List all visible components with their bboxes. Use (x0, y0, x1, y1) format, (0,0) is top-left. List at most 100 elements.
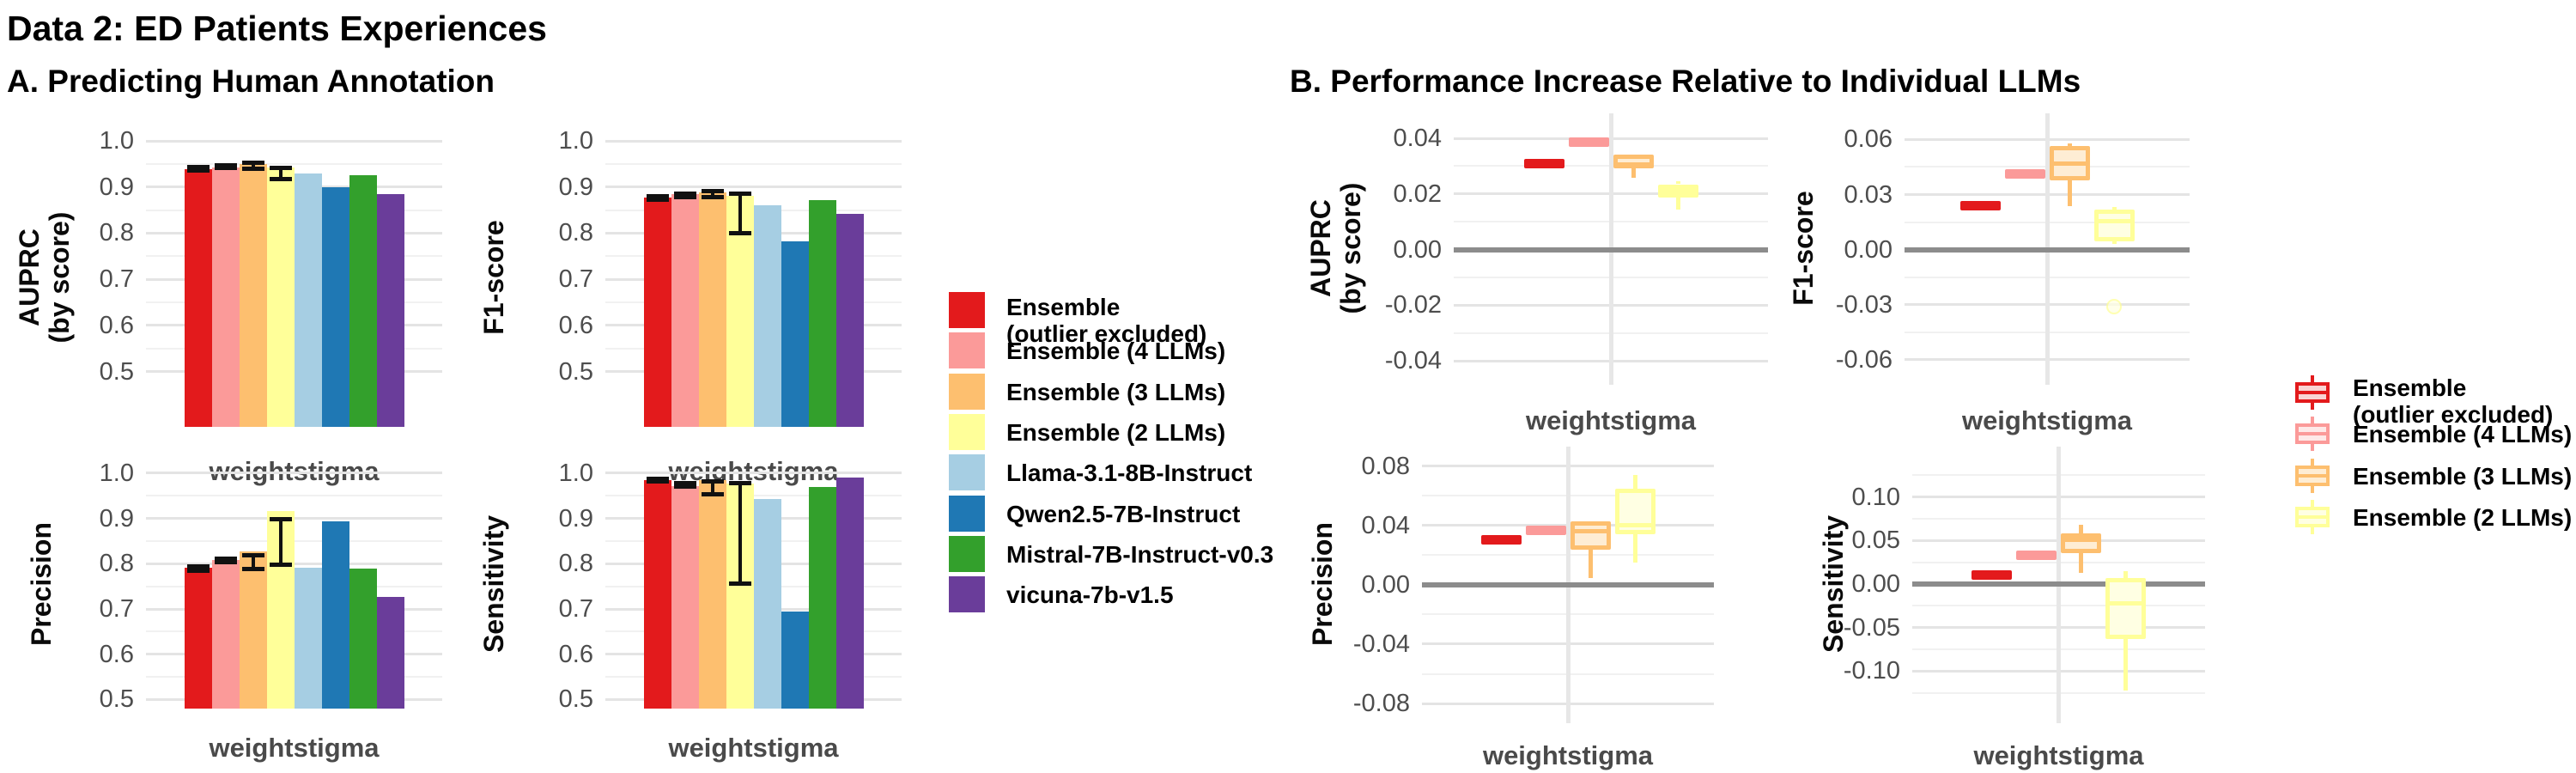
legend-b-glyph-whisker-bottom (2311, 486, 2314, 493)
box-collapsed (1523, 158, 1564, 168)
y-tick-label: 0.00 (1851, 570, 1900, 598)
legend-a-label: Mistral-7B-Instruct-v0.3 (1006, 540, 1274, 568)
bar (321, 520, 349, 709)
minor-gridline (1422, 554, 1714, 557)
y-tick-label: 0.10 (1851, 483, 1900, 511)
y-tick-label: -0.10 (1843, 657, 1900, 685)
error-bar-cap-top (186, 564, 210, 569)
bar (211, 167, 240, 427)
error-bar-cap-top (214, 162, 237, 167)
legend-b-label: Ensemble (4 LLMs) (2353, 421, 2573, 447)
box-collapsed (1480, 535, 1522, 545)
whisker-low (2079, 552, 2083, 573)
error-bar-cap-bottom (701, 492, 724, 497)
legend-a-label: Ensemble (3 LLMs) (1006, 378, 1226, 405)
whisker-high (1632, 475, 1637, 489)
legend-b-label: Ensemble (outlier excluded) (2353, 374, 2554, 429)
box-collapsed (1971, 570, 2012, 581)
bar (753, 498, 781, 709)
category-gridline (2044, 113, 2050, 385)
bar (698, 480, 726, 709)
bar (294, 568, 322, 709)
major-gridline (1422, 702, 1714, 705)
bar (671, 194, 699, 427)
box-median-line (1618, 523, 1652, 528)
y-tick-label: 0.03 (1844, 180, 1893, 209)
error-bar-line (223, 558, 228, 563)
legend-b-glyph-whisker-bottom (2311, 444, 2314, 451)
whisker-low (1588, 550, 1593, 578)
y-tick-label: 0.04 (1361, 511, 1410, 539)
zero-line (1422, 581, 1714, 587)
error-bar-line (196, 167, 200, 171)
y-tick-label: 0.7 (99, 265, 134, 294)
legend-b-glyph-median (2299, 432, 2326, 435)
x-axis-category-label: weightstigma (668, 456, 839, 486)
outlier-point (2106, 298, 2122, 314)
minor-gridline (605, 495, 902, 497)
legend-a-key-swatch (949, 332, 985, 369)
box-median-line (2064, 537, 2098, 542)
legend-b-glyph-median (2299, 515, 2326, 519)
bar (239, 164, 267, 427)
major-gridline (146, 139, 442, 143)
error-bar-line (278, 519, 283, 565)
legend-a-key-swatch (949, 292, 985, 328)
error-bar-cap-bottom (269, 177, 292, 182)
y-tick-label: 1.0 (558, 127, 593, 155)
error-bar-cap-top (269, 165, 292, 170)
box (2061, 533, 2101, 553)
bar (239, 551, 267, 709)
bar (698, 192, 726, 427)
legend-b-glyph-whisker-bottom (2311, 403, 2314, 410)
error-bar-cap-top (214, 556, 237, 561)
y-tick-label: 0.04 (1393, 125, 1442, 153)
x-axis-category-label: weightstigma (1961, 405, 2133, 435)
bar (643, 480, 671, 709)
y-tick-label: 1.0 (558, 459, 593, 487)
box-collapsed (2016, 550, 2057, 560)
error-bar-cap-bottom (214, 165, 237, 170)
minor-gridline (605, 255, 902, 258)
y-tick-label: -0.03 (1835, 290, 1893, 319)
category-gridline (1608, 113, 1613, 385)
box-median-line (1573, 528, 1607, 533)
error-bar-cap-top (673, 191, 696, 196)
box-median-line (2097, 218, 2131, 223)
minor-gridline (605, 162, 902, 165)
minor-gridline (1422, 613, 1714, 616)
whisker-high (2067, 143, 2072, 146)
error-bar-line (655, 196, 659, 200)
error-bar-line (278, 167, 283, 180)
y-tick-label: 0.00 (1844, 235, 1893, 264)
legend-a-key-swatch (949, 535, 985, 572)
y-axis-title: F1-score (477, 219, 509, 335)
bar (643, 197, 671, 427)
panel-a-title: A. Predicting Human Annotation (7, 64, 495, 99)
y-tick-label: 0.7 (99, 595, 134, 623)
major-gridline (1905, 303, 2190, 307)
major-gridline (1422, 642, 1714, 646)
bar (808, 487, 836, 709)
bar (211, 560, 240, 709)
y-tick-label: -0.04 (1384, 347, 1442, 375)
x-axis-category-label: weightstigma (209, 733, 380, 763)
y-tick-label: -0.06 (1835, 345, 1893, 374)
x-axis-category-label: weightstigma (209, 456, 380, 486)
whisker-low (2123, 638, 2128, 691)
error-bar-line (710, 191, 714, 198)
bar (294, 173, 322, 427)
minor-gridline (605, 630, 902, 633)
whisker-low (1631, 167, 1636, 179)
y-tick-label: 0.6 (558, 640, 593, 668)
bar (184, 169, 212, 427)
box (2093, 209, 2135, 241)
y-tick-label: 0.8 (558, 219, 593, 247)
error-bar-line (738, 483, 742, 584)
x-axis-category-label: weightstigma (668, 733, 839, 763)
legend-a-key-swatch (949, 576, 985, 613)
whisker-high (2123, 570, 2128, 578)
major-gridline (605, 324, 902, 327)
box-median-line (1616, 162, 1650, 167)
error-bar-cap-top (241, 160, 264, 165)
